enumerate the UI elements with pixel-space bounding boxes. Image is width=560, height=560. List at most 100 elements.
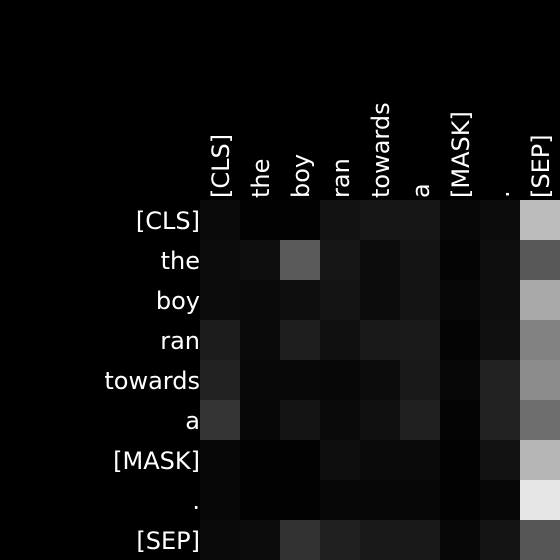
heatmap-cell-r6-c0 [200, 440, 240, 480]
heatmap-cell-r5-c2 [280, 400, 320, 440]
heatmap-cell-r4-c5 [400, 360, 440, 400]
heatmap-cell-r5-c5 [400, 400, 440, 440]
heatmap-cell-r6-c8 [520, 440, 560, 480]
heatmap-cell-r3-c1 [240, 320, 280, 360]
heatmap-cell-r6-c6 [440, 440, 480, 480]
heatmap-cell-r7-c4 [360, 480, 400, 520]
heatmap-cell-r0-c3 [320, 200, 360, 240]
heatmap-cell-r6-c7 [480, 440, 520, 480]
x-tick-labels: [CLS] the boy ran towards a [MASK]. [SEP] [207, 102, 555, 198]
heatmap-cell-r1-c8 [520, 240, 560, 280]
heatmap-cell-r1-c1 [240, 240, 280, 280]
heatmap-cell-r2-c3 [320, 280, 360, 320]
heatmap-cell-r5-c0 [200, 400, 240, 440]
x-tick-label: [MASK] [447, 111, 475, 198]
heatmap-cell-r1-c2 [280, 240, 320, 280]
heatmap-cell-r2-c2 [280, 280, 320, 320]
heatmap-cell-r8-c5 [400, 520, 440, 560]
heatmap-cell-r0-c4 [360, 200, 400, 240]
heatmap-cell-r7-c6 [440, 480, 480, 520]
heatmap-cell-r3-c2 [280, 320, 320, 360]
x-tick-label: towards [367, 102, 395, 198]
y-tick-label: . [192, 487, 200, 515]
heatmap-cell-r0-c1 [240, 200, 280, 240]
y-tick-labels: [CLS] the boy ran towards a [MASK]. [SEP] [104, 207, 200, 555]
heatmap-cell-r0-c2 [280, 200, 320, 240]
y-tick-label: boy [156, 287, 200, 315]
x-tick-label: boy [287, 154, 315, 198]
heatmap-cell-r8-c3 [320, 520, 360, 560]
heatmap-cell-r8-c0 [200, 520, 240, 560]
heatmap-cell-r3-c8 [520, 320, 560, 360]
heatmap-cell-r1-c0 [200, 240, 240, 280]
y-tick-label: ran [160, 327, 200, 355]
x-tick-label: a [407, 183, 435, 198]
heatmap-cell-r7-c1 [240, 480, 280, 520]
y-tick-label: a [185, 407, 200, 435]
heatmap-cell-r5-c4 [360, 400, 400, 440]
heatmap-cell-r4-c3 [320, 360, 360, 400]
heatmap-cell-r8-c8 [520, 520, 560, 560]
heatmap-cell-r8-c6 [440, 520, 480, 560]
heatmap-cell-r0-c5 [400, 200, 440, 240]
heatmap-cell-r0-c6 [440, 200, 480, 240]
heatmap-cell-r2-c1 [240, 280, 280, 320]
x-tick-label: [SEP] [527, 134, 555, 198]
x-tick-label: . [487, 190, 515, 198]
heatmap-cell-r1-c4 [360, 240, 400, 280]
heatmap-cell-r7-c7 [480, 480, 520, 520]
x-tick-label: the [247, 159, 275, 198]
heatmap-cell-r0-c7 [480, 200, 520, 240]
heatmap-cell-r1-c5 [400, 240, 440, 280]
heatmap-cell-r3-c6 [440, 320, 480, 360]
heatmap-cell-r7-c5 [400, 480, 440, 520]
heatmap-cell-r1-c6 [440, 240, 480, 280]
heatmap-cell-r0-c8 [520, 200, 560, 240]
heatmap-cell-r4-c2 [280, 360, 320, 400]
heatmap-cell-r1-c7 [480, 240, 520, 280]
heatmap-cell-r5-c3 [320, 400, 360, 440]
heatmap-cell-r2-c7 [480, 280, 520, 320]
heatmap-cell-r2-c4 [360, 280, 400, 320]
heatmap-cell-r6-c2 [280, 440, 320, 480]
heatmap-cell-r8-c1 [240, 520, 280, 560]
heatmap-cell-r1-c3 [320, 240, 360, 280]
heatmap-cell-r6-c5 [400, 440, 440, 480]
heatmap-cell-r5-c1 [240, 400, 280, 440]
heatmap-cell-r5-c8 [520, 400, 560, 440]
heatmap-cell-r3-c0 [200, 320, 240, 360]
heatmap-cell-r5-c7 [480, 400, 520, 440]
y-tick-label: towards [104, 367, 200, 395]
y-tick-label: [MASK] [113, 447, 200, 475]
heatmap-cell-r6-c1 [240, 440, 280, 480]
heatmap-cell-r7-c0 [200, 480, 240, 520]
x-tick-label: [CLS] [207, 134, 235, 198]
x-tick-label: ran [327, 158, 355, 198]
heatmap-cell-r4-c8 [520, 360, 560, 400]
heatmap-cells [200, 200, 560, 560]
heatmap-cell-r4-c6 [440, 360, 480, 400]
y-tick-label: [SEP] [136, 527, 200, 555]
heatmap-cell-r4-c4 [360, 360, 400, 400]
heatmap-cell-r3-c4 [360, 320, 400, 360]
heatmap-cell-r2-c0 [200, 280, 240, 320]
heatmap-cell-r4-c0 [200, 360, 240, 400]
heatmap-cell-r0-c0 [200, 200, 240, 240]
heatmap-cell-r5-c6 [440, 400, 480, 440]
heatmap-cell-r3-c3 [320, 320, 360, 360]
heatmap-cell-r2-c8 [520, 280, 560, 320]
heatmap-cell-r8-c4 [360, 520, 400, 560]
heatmap-cell-r2-c5 [400, 280, 440, 320]
heatmap-cell-r8-c2 [280, 520, 320, 560]
heatmap-cell-r7-c2 [280, 480, 320, 520]
y-tick-label: the [161, 247, 200, 275]
heatmap-cell-r7-c8 [520, 480, 560, 520]
heatmap-cell-r3-c7 [480, 320, 520, 360]
heatmap-cell-r7-c3 [320, 480, 360, 520]
heatmap-cell-r3-c5 [400, 320, 440, 360]
heatmap-cell-r4-c7 [480, 360, 520, 400]
y-tick-label: [CLS] [136, 207, 200, 235]
heatmap-cell-r4-c1 [240, 360, 280, 400]
heatmap-cell-r2-c6 [440, 280, 480, 320]
heatmap-cell-r8-c7 [480, 520, 520, 560]
